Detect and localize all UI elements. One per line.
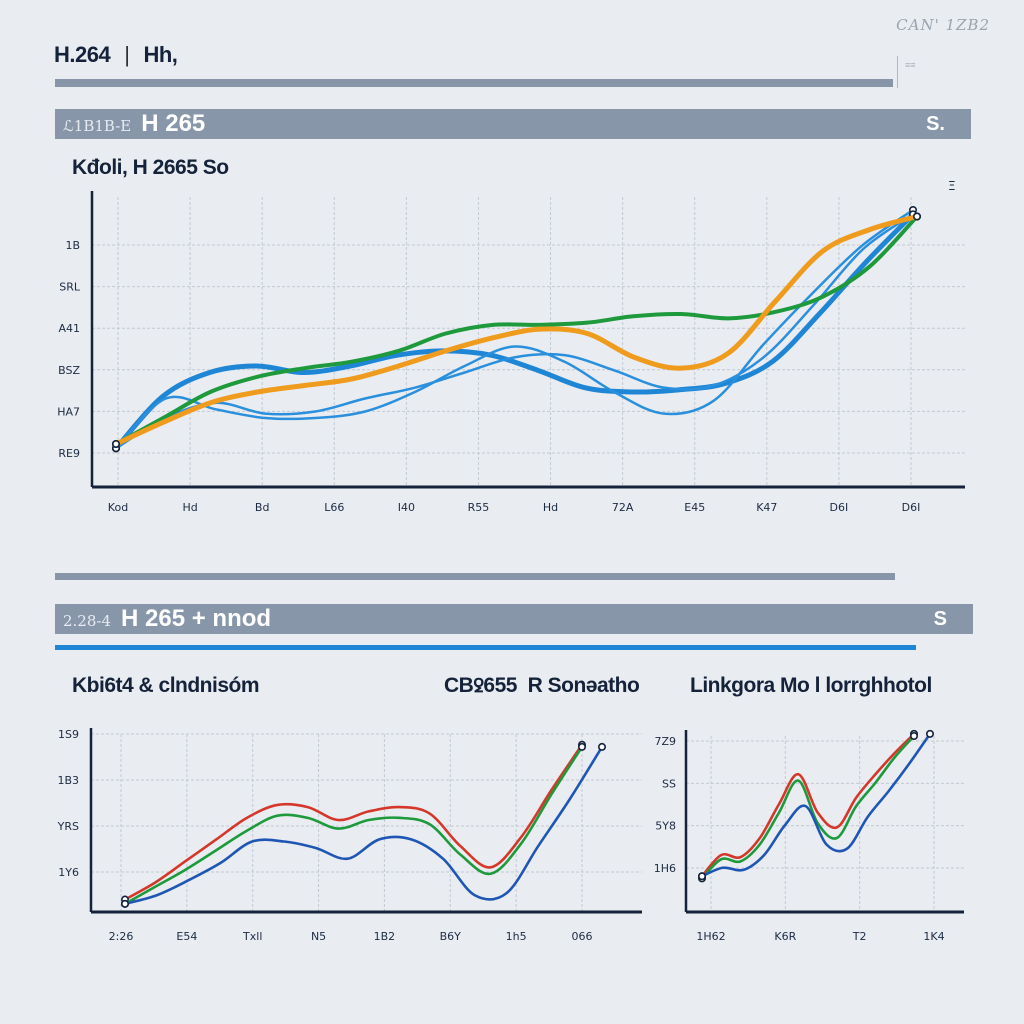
series-end-marker[interactable]: [925, 729, 934, 738]
x-tick-label: E45: [684, 501, 705, 514]
y-tick-label: 7Z9: [654, 735, 676, 748]
y-tick-label: SS: [662, 777, 676, 790]
bottom-right-chart-title: Linkgora Mo l lorrghhotol: [690, 674, 932, 697]
x-tick-label: T2: [852, 930, 867, 943]
end-annotation: Ξ: [948, 180, 956, 193]
series-end-marker[interactable]: [597, 742, 606, 751]
y-tick-label: SRL: [59, 281, 81, 294]
title-right: Hh,: [143, 42, 178, 67]
corner-label: CAN' 1ZB2: [896, 16, 990, 34]
section-prefix: ℒ1B1B-E: [63, 117, 132, 135]
series-start-marker[interactable]: [121, 899, 130, 908]
series-line-red: [700, 732, 916, 878]
header-divider: [55, 79, 893, 87]
x-tick-label: K47: [756, 501, 777, 514]
x-tick-label: Hd: [182, 501, 197, 514]
section-settings-button[interactable]: S: [933, 608, 947, 630]
menu-icon[interactable]: ≡≡: [905, 60, 916, 70]
y-tick-label: 1H6: [654, 862, 676, 875]
x-tick-label: E54: [176, 930, 197, 943]
x-tick-label: 1K4: [923, 930, 944, 943]
x-tick-label: 2:26: [109, 930, 134, 943]
section-title: H 265: [141, 110, 206, 137]
series-end-marker[interactable]: [912, 212, 921, 221]
section-prefix: 2.28-4: [63, 612, 112, 630]
app-title: H.264 | Hh,: [54, 42, 178, 68]
x-tick-label: N5: [311, 930, 326, 943]
series-line-blue: [700, 732, 932, 878]
mid-divider: [55, 573, 895, 580]
x-tick-label: K6R: [774, 930, 796, 943]
x-tick-label: 066: [572, 930, 593, 943]
divider-tick: [897, 56, 898, 88]
y-tick-label: 1S9: [58, 728, 79, 741]
x-tick-label: L66: [324, 501, 344, 514]
x-tick-label: 72A: [612, 501, 634, 514]
x-tick-label: 1h5: [506, 930, 527, 943]
series-start-marker[interactable]: [112, 439, 121, 448]
x-tick-label: B6Y: [440, 930, 462, 943]
series-end-marker[interactable]: [909, 731, 918, 740]
series-start-marker[interactable]: [697, 872, 706, 881]
y-tick-label: RE9: [58, 447, 80, 460]
y-tick-label: YRS: [57, 820, 79, 833]
x-tick-label: Bd: [255, 501, 270, 514]
bottom-right-line-chart: 1H62 K6R T2 1K4 1H6 5Y8 SS 7Z9: [654, 729, 964, 943]
x-tick-label: 1B2: [374, 930, 396, 943]
accent-divider: [55, 645, 916, 650]
x-tick-label: Kod: [108, 501, 128, 514]
y-tick-label: 1B: [65, 239, 80, 252]
y-tick-label: 5Y8: [655, 820, 676, 833]
series-line-blue-a: [113, 211, 916, 451]
x-tick-label: D6I: [902, 501, 921, 514]
section-title: H 265 + nnod: [121, 605, 272, 632]
series-line-blue-c: [114, 213, 915, 450]
y-tick-label: BSZ: [58, 364, 80, 377]
bottom-left-line-chart: 2:26 E54 Txll N5 1B2 B6Y 1h5 066 1Y6 YRS 1B3 1S9: [57, 728, 642, 943]
y-tick-label: 1B3: [57, 774, 79, 787]
x-tick-label: Txll: [242, 930, 262, 943]
y-tick-label: A41: [58, 322, 80, 335]
x-tick-label: 1H62: [696, 930, 725, 943]
main-line-chart: Kod Hd Bd L66 I40 R55 Hd 72A E45 K47 D6I D6I RE9 HA7 B…: [57, 180, 965, 514]
section-settings-button[interactable]: S.: [926, 113, 945, 135]
x-tick-label: D6I: [830, 501, 849, 514]
series-line-blue-b: [114, 208, 915, 450]
title-left: H.264: [54, 42, 111, 67]
y-tick-label: 1Y6: [58, 866, 79, 879]
bottom-middle-title: CBꝿ655 R Sonəatho: [444, 674, 640, 697]
main-chart-title: Kđoli, H 2665 So: [72, 156, 229, 179]
series-line-green: [114, 214, 919, 446]
series-end-marker[interactable]: [577, 742, 586, 751]
section-header-h265[interactable]: ℒ1B1B-E H 265 S.: [55, 109, 971, 139]
section-header-h265-mod[interactable]: 2.28-4 H 265 + nnod S: [55, 604, 973, 634]
series-line-green: [123, 745, 584, 906]
x-tick-label: Hd: [543, 501, 558, 514]
series-line-green: [700, 734, 916, 880]
series-line-orange: [113, 214, 920, 447]
y-tick-label: HA7: [57, 405, 80, 418]
x-tick-label: I40: [398, 501, 415, 514]
series-line-blue: [123, 745, 604, 906]
title-separator: |: [124, 42, 130, 67]
x-tick-label: R55: [468, 501, 490, 514]
series-line-red: [123, 743, 584, 901]
bottom-left-chart-title: Kbi6t4 & clndnisóm: [72, 674, 260, 697]
